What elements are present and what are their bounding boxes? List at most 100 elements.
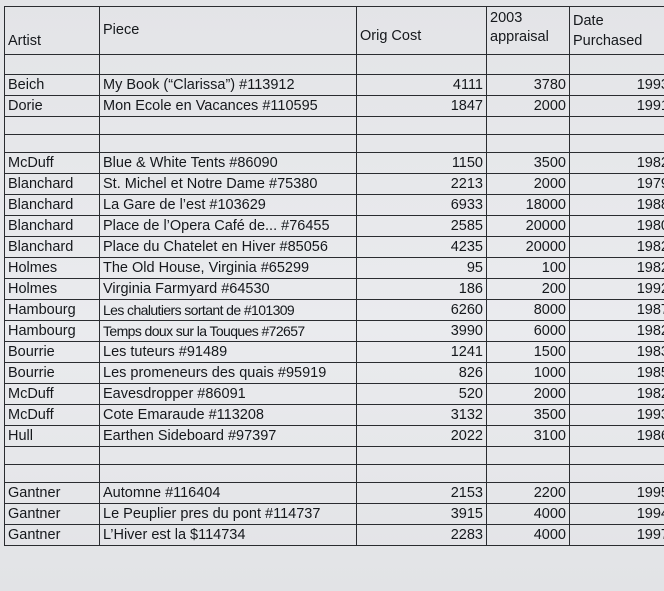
cell-date-purchased: 1983 [569,341,664,363]
cell-artist: Hull [4,425,100,447]
cell-orig-cost: 186 [356,278,487,300]
cell-artist: Bourrie [4,341,100,363]
cell-artist: McDuff [4,152,100,174]
empty-cell [356,116,487,135]
cell-artist: Dorie [4,95,100,117]
cell-piece: L’Hiver est la $114734 [99,524,357,546]
table-row: McDuff Blue & White Tents #86090 1150 3500 1… [4,152,664,174]
empty-cell [4,54,100,75]
cell-appraisal: 20000 [486,215,570,237]
cell-piece: Blue & White Tents #86090 [99,152,357,174]
table-row: Bourrie Les promeneurs des quais #95919 82… [4,362,664,384]
empty-cell [486,116,570,135]
header-orig-cost: Orig Cost [356,6,487,55]
header-appraisal-line2: appraisal [490,29,549,45]
cell-piece: Place de l’Opera Café de... #76455 [99,215,357,237]
cell-orig-cost: 6933 [356,194,487,216]
cell-appraisal: 1500 [486,341,570,363]
table-row: Blanchard La Gare de l’est #103629 6933 180… [4,194,664,216]
table-row: Blanchard Place de l’Opera Café de... #76… [4,215,664,237]
empty-cell [99,116,357,135]
cell-orig-cost: 1847 [356,95,487,117]
empty-cell [99,464,357,483]
header-orig-cost-label: Orig Cost [360,28,422,44]
cell-date-purchased: 1997 [569,524,664,546]
header-appraisal-line1: 2003 [490,10,523,26]
cell-date-purchased: 1993 [569,74,664,96]
empty-cell [99,134,357,153]
cell-date-purchased: 1986 [569,425,664,447]
cell-orig-cost: 3132 [356,404,487,426]
cell-piece: The Old House, Virginia #65299 [99,257,357,279]
cell-artist: Blanchard [4,194,100,216]
cell-orig-cost: 2283 [356,524,487,546]
cell-date-purchased: 1995 [569,482,664,504]
cell-artist: Hambourg [4,320,100,342]
header-purchased: Date Purchased [569,6,664,55]
cell-appraisal: 20000 [486,236,570,258]
cell-orig-cost: 6260 [356,299,487,321]
cell-orig-cost: 2153 [356,482,487,504]
cell-date-purchased: 1994 [569,503,664,525]
header-artist: Artist [4,6,100,55]
spacer-row [4,134,664,153]
empty-cell [486,134,570,153]
cell-appraisal: 4000 [486,524,570,546]
cell-piece: Les chalutiers sortant de #101309 [99,299,357,321]
empty-cell [569,134,664,153]
cell-artist: Gantner [4,503,100,525]
empty-cell [486,54,570,75]
cell-artist: Holmes [4,278,100,300]
header-purchased-line2: Purchased [573,33,643,49]
cell-artist: Beich [4,74,100,96]
cell-orig-cost: 2213 [356,173,487,195]
table-row: Holmes The Old House, Virginia #65299 95 10… [4,257,664,279]
empty-cell [569,464,664,483]
cell-orig-cost: 3990 [356,320,487,342]
header-purchased-line1: Date [573,13,604,29]
table-body: Beich My Book (“Clarissa”) #113912 4111 378… [4,74,664,546]
cell-piece: St. Michel et Notre Dame #75380 [99,173,357,195]
cell-artist: Blanchard [4,236,100,258]
table-row: Gantner L’Hiver est la $114734 2283 4000 199… [4,524,664,546]
cell-appraisal: 6000 [486,320,570,342]
cell-appraisal: 2200 [486,482,570,504]
empty-cell [569,116,664,135]
cell-piece: Les tuteurs #91489 [99,341,357,363]
cell-piece: Cote Emaraude #113208 [99,404,357,426]
cell-appraisal: 3500 [486,152,570,174]
cell-artist: McDuff [4,404,100,426]
empty-cell [356,54,487,75]
cell-piece: My Book (“Clarissa”) #113912 [99,74,357,96]
empty-cell [569,54,664,75]
spacer-row [4,446,664,465]
cell-date-purchased: 1988 [569,194,664,216]
cell-orig-cost: 4235 [356,236,487,258]
cell-orig-cost: 3915 [356,503,487,525]
cell-appraisal: 3100 [486,425,570,447]
empty-cell [486,446,570,465]
empty-cell [4,134,100,153]
empty-cell [4,464,100,483]
table-row: Hambourg Les chalutiers sortant de #10130… [4,299,664,321]
cell-date-purchased: 1992 [569,278,664,300]
cell-date-purchased: 1991 [569,95,664,117]
table-row: Dorie Mon Ecole en Vacances #110595 1847 20… [4,95,664,117]
cell-orig-cost: 826 [356,362,487,384]
cell-piece: Les promeneurs des quais #95919 [99,362,357,384]
cell-piece: Automne #116404 [99,482,357,504]
empty-cell [99,446,357,465]
cell-appraisal: 200 [486,278,570,300]
cell-artist: Gantner [4,482,100,504]
